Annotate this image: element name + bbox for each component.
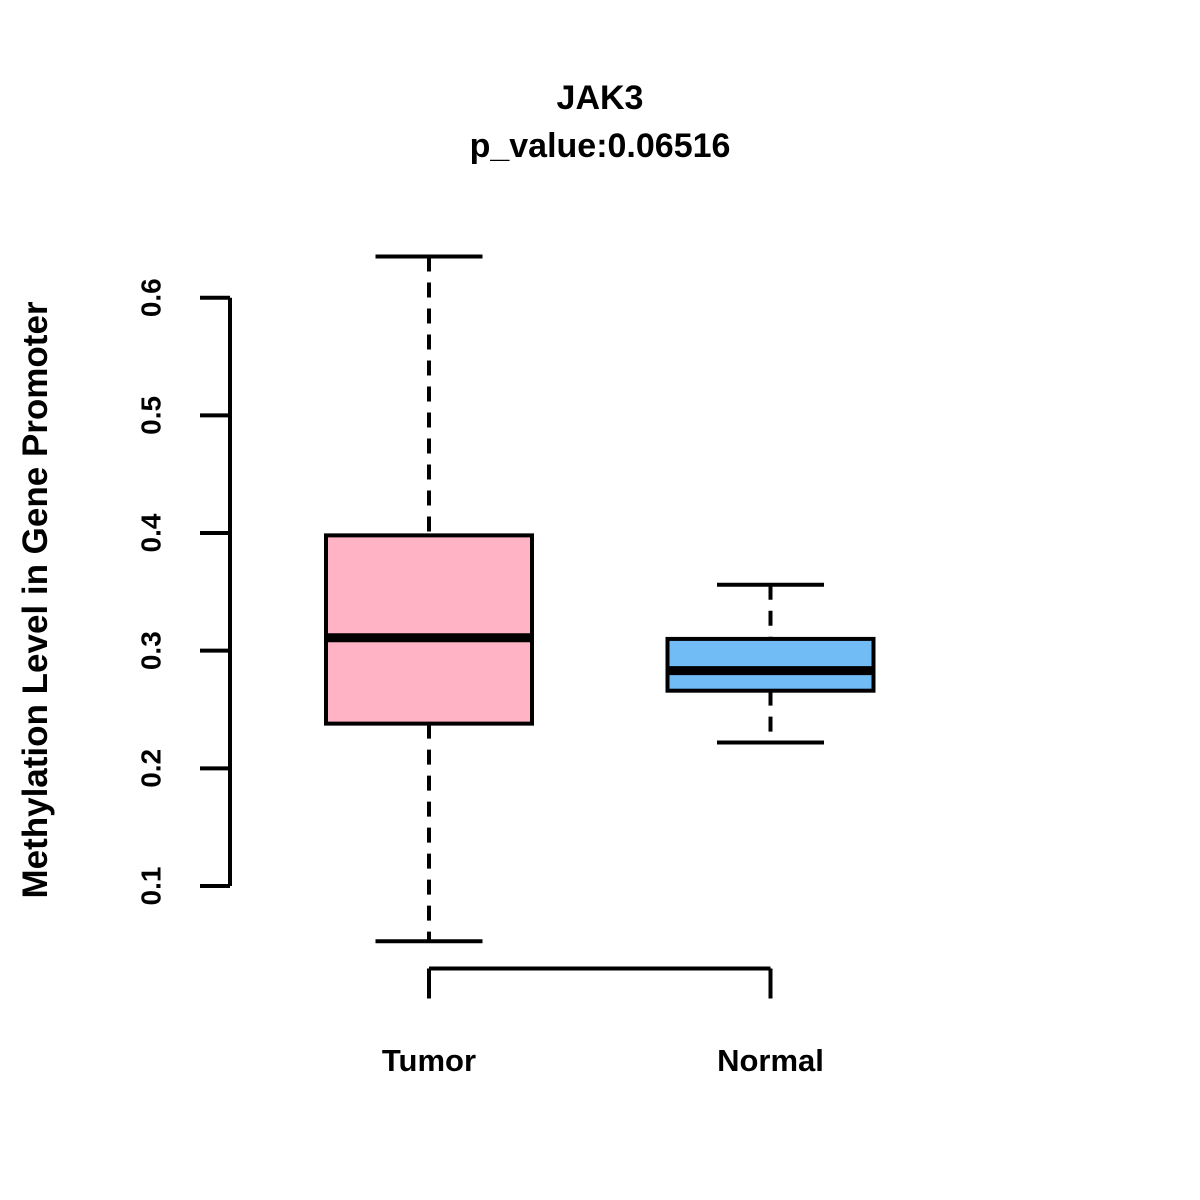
y-tick-label: 0.3 xyxy=(136,631,167,670)
y-tick-label: 0.6 xyxy=(136,278,167,317)
title-block: JAK3 p_value:0.06516 xyxy=(0,74,1200,170)
y-tick-label: 0.4 xyxy=(136,513,167,552)
iqr-box-normal xyxy=(665,636,876,693)
chart-title: JAK3 xyxy=(556,79,644,117)
y-tick-label: 0.2 xyxy=(136,749,167,788)
category-label-normal: Normal xyxy=(717,1043,824,1078)
chart-subtitle: p_value:0.06516 xyxy=(469,127,731,165)
y-tick-label: 0.1 xyxy=(136,867,167,906)
y-tick-label: 0.5 xyxy=(136,396,167,435)
category-label-tumor: Tumor xyxy=(382,1043,476,1078)
iqr-box-tumor xyxy=(324,533,534,726)
